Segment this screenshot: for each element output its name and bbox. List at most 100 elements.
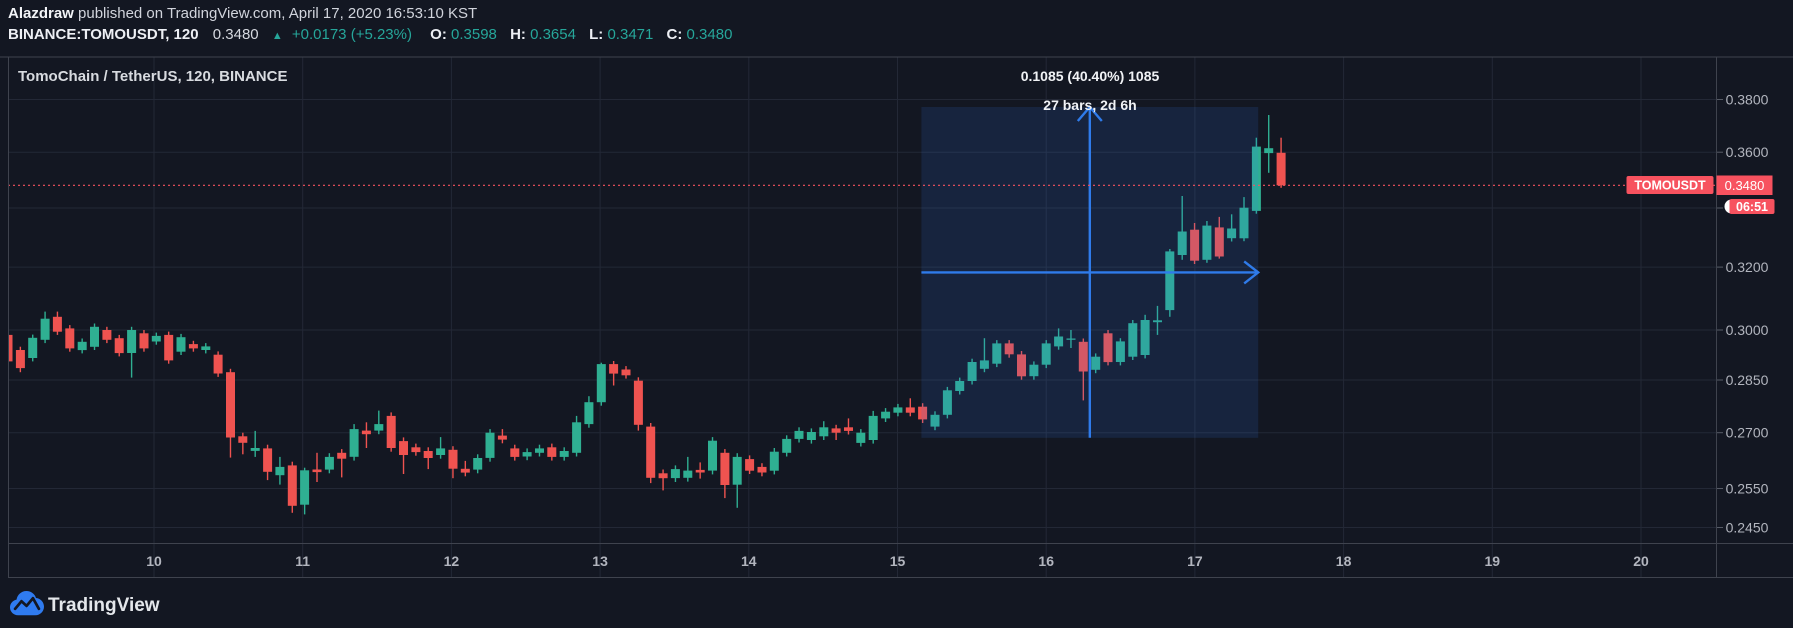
tradingview-cloud-icon xyxy=(10,591,44,616)
candle xyxy=(708,437,717,475)
svg-text:06:51: 06:51 xyxy=(1736,200,1768,214)
candle xyxy=(596,362,606,406)
candle xyxy=(522,448,532,461)
candle xyxy=(1115,338,1125,366)
candle xyxy=(844,418,853,435)
chart-title: TomoChain / TetherUS, 120, BINANCE xyxy=(18,68,287,85)
price-tick-label: 0.2550 xyxy=(1726,480,1769,496)
candle xyxy=(1004,340,1014,358)
candle xyxy=(621,366,631,379)
time-tick-label: 11 xyxy=(295,553,310,569)
up-triangle-icon: ▲ xyxy=(271,30,283,42)
symbol-change: +0.0173 (+5.23%) xyxy=(291,26,412,43)
candle xyxy=(1091,353,1101,374)
candle xyxy=(1103,330,1113,366)
candle xyxy=(547,443,557,461)
time-tick-label: 15 xyxy=(890,553,906,569)
measure-right-arrowhead xyxy=(1243,260,1261,285)
candle xyxy=(782,435,792,457)
candle xyxy=(646,423,656,484)
candle xyxy=(794,427,804,443)
time-tick-label: 13 xyxy=(592,553,608,569)
open-value: 0.3598 xyxy=(451,26,497,43)
candle xyxy=(720,449,730,499)
candle xyxy=(250,430,260,457)
candle xyxy=(535,444,544,457)
candle xyxy=(114,334,124,357)
candle xyxy=(942,386,952,419)
candle xyxy=(670,465,680,482)
candle xyxy=(1029,361,1039,380)
candle xyxy=(881,408,891,422)
candle xyxy=(955,377,965,395)
candle xyxy=(1227,214,1237,242)
chart-plot-area[interactable] xyxy=(9,58,1716,543)
high-value: 0.3654 xyxy=(530,26,576,43)
candle xyxy=(819,421,829,440)
candle xyxy=(411,443,421,456)
candle xyxy=(213,351,223,377)
symbol-last-price: 0.3480 xyxy=(212,26,259,43)
candle xyxy=(361,422,371,448)
candle xyxy=(831,424,841,440)
time-tick-label: 19 xyxy=(1485,553,1501,569)
candle xyxy=(1041,340,1051,369)
candle xyxy=(1140,314,1150,359)
candle xyxy=(473,454,483,474)
candle xyxy=(90,323,99,350)
candle xyxy=(102,326,112,344)
candle xyxy=(287,461,297,513)
candle xyxy=(300,467,310,515)
last-price-label: 0.3480 xyxy=(1716,175,1773,195)
low-value: 0.3471 xyxy=(607,26,654,43)
candle xyxy=(497,429,507,444)
candle xyxy=(1276,137,1286,188)
symbol-line: BINANCE:TOMOUSDT, 120 0.3480 ▲ +0.0173 (… xyxy=(8,25,1408,46)
candle xyxy=(337,449,347,478)
candle xyxy=(52,311,62,335)
candle xyxy=(1214,216,1224,259)
candle xyxy=(448,446,458,479)
candle xyxy=(1190,223,1200,264)
candle xyxy=(188,340,198,352)
tradingview-logo[interactable]: TradingView xyxy=(10,591,160,616)
candle xyxy=(1054,328,1064,350)
price-tick-label: 0.3800 xyxy=(1726,91,1769,107)
countdown-label: 06:51 xyxy=(1724,199,1775,214)
measure-value-label: 0.1085 (40.40%) 1085 xyxy=(1021,68,1160,84)
candle xyxy=(349,424,359,461)
measure-bars-label: 27 bars, 2d 6h xyxy=(1043,97,1136,113)
candle xyxy=(1177,196,1187,260)
time-tick-label: 14 xyxy=(741,553,757,569)
time-tick-label: 12 xyxy=(444,553,460,569)
candle xyxy=(1078,338,1088,401)
price-tick-label: 0.2850 xyxy=(1726,372,1769,388)
time-axis[interactable] xyxy=(9,544,1716,577)
candle xyxy=(658,469,668,491)
measure-tool-layer[interactable] xyxy=(921,105,1261,438)
candle xyxy=(572,415,582,457)
svg-text:0.3480: 0.3480 xyxy=(1725,178,1765,193)
candle xyxy=(399,437,408,474)
price-line-symbol-label: TOMOUSDT xyxy=(1626,176,1714,194)
candle xyxy=(226,368,235,458)
candle xyxy=(967,358,977,385)
candle xyxy=(312,452,322,482)
candle xyxy=(1017,351,1026,380)
candle xyxy=(263,444,273,481)
symbol-ticker: BINANCE:TOMOUSDT, 120 xyxy=(8,26,199,43)
candle xyxy=(609,361,619,386)
price-axis[interactable] xyxy=(1717,58,1793,543)
candle xyxy=(992,340,1002,368)
candle xyxy=(164,331,174,364)
candle xyxy=(65,325,75,352)
candle xyxy=(176,333,186,355)
candle xyxy=(374,410,384,435)
price-tick-label: 0.3600 xyxy=(1726,144,1769,160)
candle xyxy=(151,332,161,345)
candle xyxy=(683,456,693,482)
axis-labels-layer: 0.3800 0.3600 0.3200 0.3000 0.2850 0.2700 0.25… xyxy=(146,91,1768,569)
time-tick-label: 10 xyxy=(146,553,162,569)
header: Alazdraw published on TradingView.com, A… xyxy=(8,4,1408,46)
